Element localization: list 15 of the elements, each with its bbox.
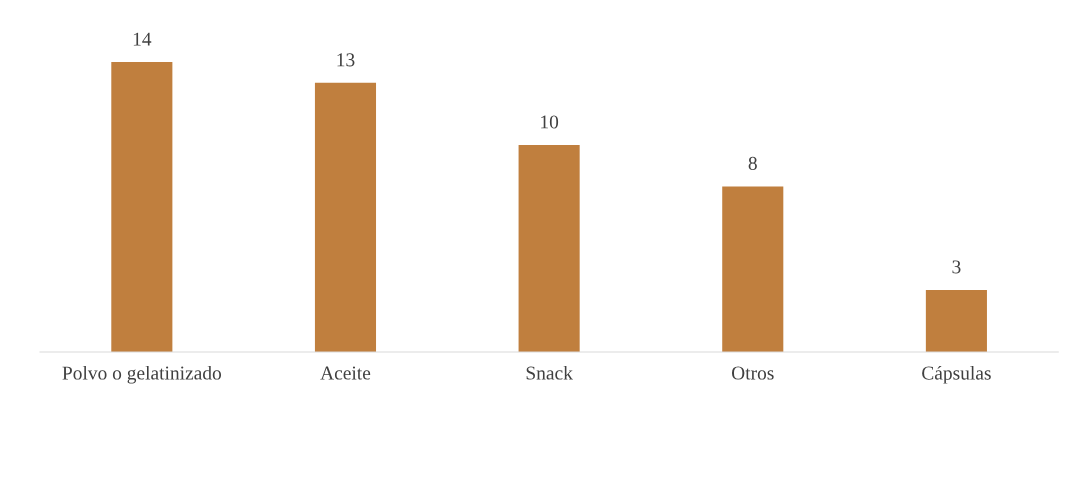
data-label: 14: [133, 32, 152, 46]
data-label: 13: [337, 53, 355, 67]
bar: [111, 62, 173, 353]
x-tick-label: Aceite: [320, 366, 371, 380]
data-label: 8: [748, 156, 757, 170]
x-tick-label: Snack: [526, 365, 573, 380]
bar: [925, 289, 987, 353]
data-label: 3: [952, 260, 961, 274]
bar: [518, 144, 580, 353]
x-tick-label: Polvo o gelatinizado: [62, 365, 222, 384]
x-tick-label: Cápsulas: [922, 365, 991, 384]
x-tick-label: Otros: [731, 366, 774, 380]
bar: [314, 82, 377, 353]
bar: [722, 186, 784, 353]
data-label: 10: [541, 115, 559, 129]
